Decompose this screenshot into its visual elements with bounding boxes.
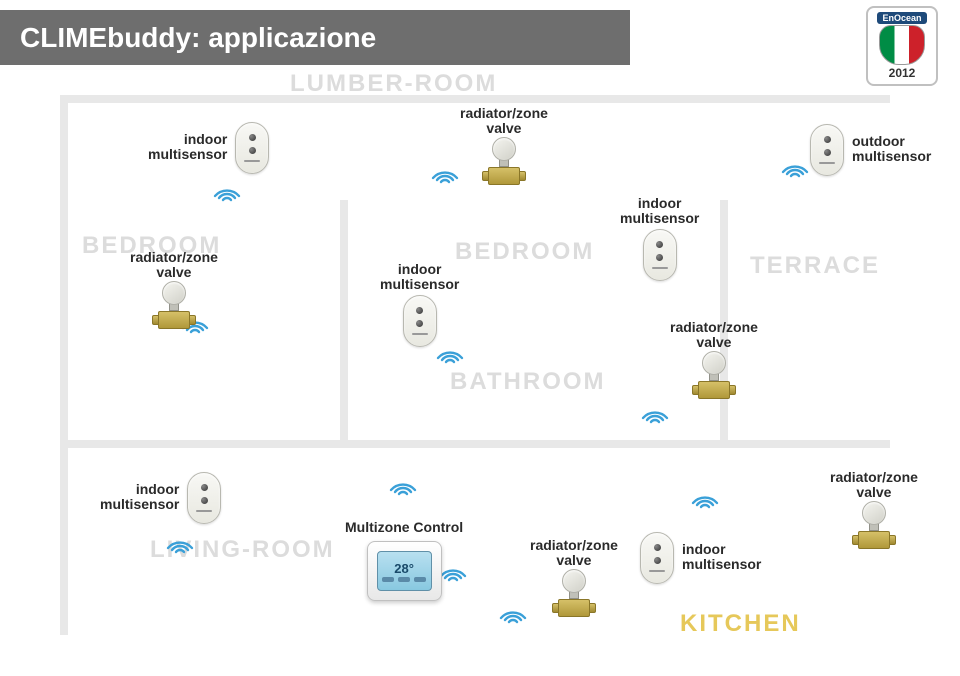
wifi-icon — [498, 600, 528, 624]
valve-icon — [482, 137, 526, 185]
sensor-icon — [640, 532, 674, 584]
wifi-icon — [780, 154, 810, 178]
room-label: TERRACE — [750, 252, 880, 280]
room-label: BATHROOM — [450, 368, 606, 396]
device-control: Multizone Control 28° — [345, 520, 463, 601]
device-valve_bc: radiator/zone valve — [530, 538, 618, 617]
device-label: radiator/zone valve — [460, 106, 548, 137]
room-label: BEDROOM — [455, 238, 594, 266]
wall — [60, 440, 890, 448]
thermostat-icon: 28° — [367, 541, 442, 601]
page-title: CLIMEbuddy: applicazione — [20, 22, 376, 54]
valve-icon — [852, 501, 896, 549]
device-valve_ml: radiator/zone valve — [130, 250, 218, 329]
sensor-icon — [187, 472, 221, 524]
device-valve_mr: radiator/zone valve — [670, 320, 758, 399]
wifi-icon — [212, 178, 242, 202]
sensor-icon — [810, 124, 844, 176]
device-label: radiator/zone valve — [530, 538, 618, 569]
logo-year: 2012 — [889, 66, 916, 80]
device-sensor_bl: indoor multisensor — [100, 470, 221, 524]
wifi-icon — [388, 472, 418, 496]
device-sensor_tr: outdoor multisensor — [810, 122, 931, 176]
device-sensor_mc: indoor multisensor — [380, 262, 459, 347]
device-label: indoor multisensor — [682, 542, 761, 573]
logo-brand: EnOcean — [877, 12, 926, 24]
logo-badge: EnOcean 2012 — [866, 6, 938, 86]
device-sensor_tl: indoor multisensor — [148, 120, 269, 174]
wifi-icon — [690, 485, 720, 509]
device-label: radiator/zone valve — [130, 250, 218, 281]
valve-icon — [152, 281, 196, 329]
device-sensor_bcr: indoor multisensor — [640, 530, 761, 584]
wall — [60, 95, 68, 635]
room-label: KITCHEN — [680, 610, 801, 638]
device-sensor_mcr: indoor multisensor — [620, 196, 699, 281]
room-label: LUMBER-ROOM — [290, 70, 497, 98]
device-valve_tc: radiator/zone valve — [460, 106, 548, 185]
device-valve_br: radiator/zone valve — [830, 470, 918, 549]
valve-icon — [692, 351, 736, 399]
device-label: indoor multisensor — [380, 262, 459, 293]
device-label: indoor multisensor — [148, 132, 227, 163]
sensor-icon — [403, 295, 437, 347]
device-label: Multizone Control — [345, 520, 463, 535]
device-label: indoor multisensor — [100, 482, 179, 513]
wifi-icon — [640, 400, 670, 424]
logo-flag-icon — [879, 25, 925, 65]
wall — [340, 200, 348, 448]
valve-icon — [552, 569, 596, 617]
device-label: outdoor multisensor — [852, 134, 931, 165]
device-label: radiator/zone valve — [670, 320, 758, 351]
device-label: indoor multisensor — [620, 196, 699, 227]
title-bar: CLIMEbuddy: applicazione — [0, 10, 630, 65]
wifi-icon — [430, 160, 460, 184]
device-label: radiator/zone valve — [830, 470, 918, 501]
sensor-icon — [643, 229, 677, 281]
wifi-icon — [165, 530, 195, 554]
sensor-icon — [235, 122, 269, 174]
